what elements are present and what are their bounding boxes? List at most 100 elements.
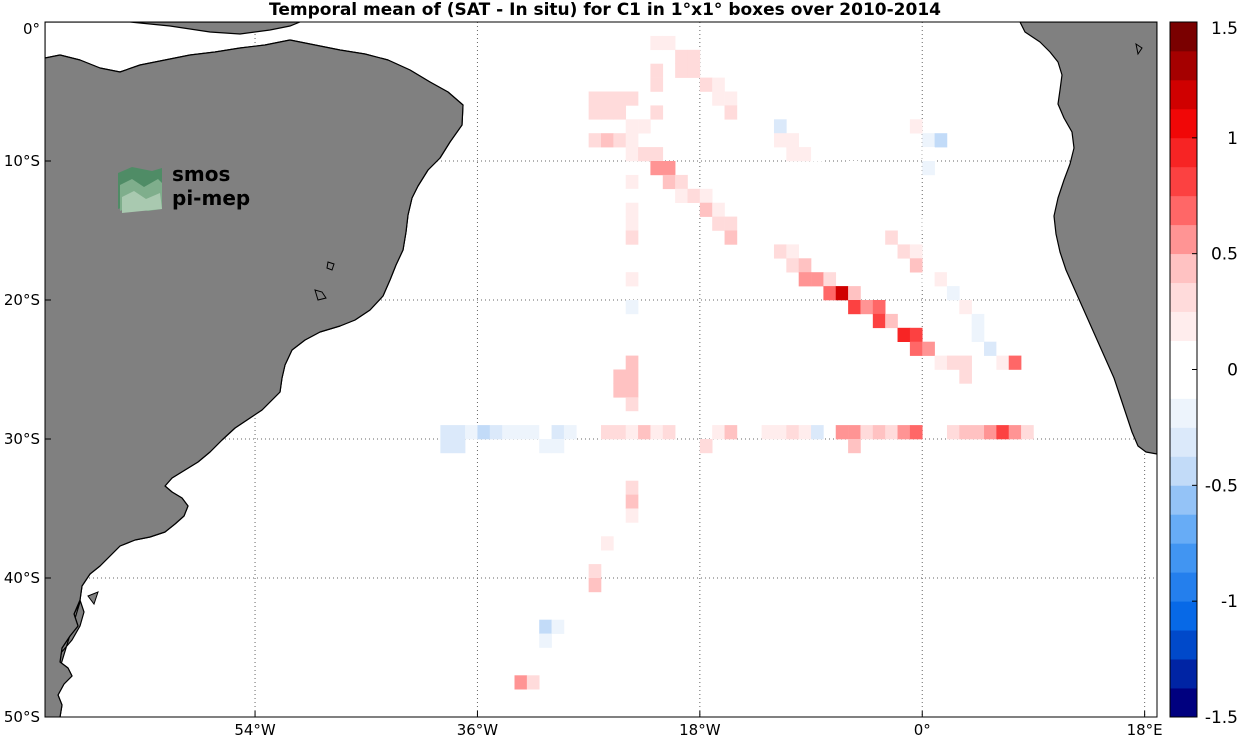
data-cell: [625, 216, 639, 231]
colorbar-segment: [1170, 688, 1197, 718]
data-cell: [687, 49, 701, 64]
data-cells: [440, 35, 1034, 690]
colorbar-segment: [1170, 543, 1197, 573]
data-cell: [625, 411, 639, 426]
data-cell: [724, 216, 738, 231]
data-cell: [514, 425, 528, 440]
data-cell: [650, 63, 664, 78]
data-cell: [638, 425, 651, 440]
data-cell: [1008, 355, 1022, 370]
data-cell: [848, 161, 861, 176]
map-frame: [44, 21, 1158, 718]
data-cell: [601, 91, 614, 106]
colorbar-segment: [1170, 572, 1197, 602]
data-cell: [909, 244, 923, 259]
data-cell: [922, 147, 935, 162]
data-cell: [613, 425, 627, 440]
data-cell: [786, 147, 799, 162]
data-cell: [601, 105, 614, 120]
data-cell: [848, 439, 861, 454]
data-cell: [885, 425, 898, 440]
colorbar-segment: [1170, 456, 1197, 486]
data-cell: [625, 147, 639, 162]
data-cell: [650, 35, 664, 51]
data-cell: [959, 300, 972, 315]
data-cell: [625, 202, 639, 217]
data-cell: [613, 369, 627, 384]
data-cell: [440, 439, 454, 454]
data-cell: [613, 105, 627, 120]
data-cell: [922, 341, 935, 356]
data-cell: [761, 425, 775, 440]
data-cell: [712, 202, 725, 217]
data-cell: [811, 425, 824, 440]
colorbar-tick-label: 1: [1227, 129, 1238, 149]
data-cell: [724, 105, 738, 120]
data-cell: [1021, 425, 1034, 440]
colorbar: 1.5 1 0.5 0 -0.5 -1 -1.5: [1169, 19, 1238, 728]
data-cell: [811, 272, 824, 287]
data-cell: [625, 91, 639, 106]
data-cell: [712, 216, 725, 231]
land-south-america-fill: [45, 40, 463, 717]
data-cell: [1008, 425, 1022, 440]
data-cell: [601, 536, 614, 551]
data-cell: [811, 147, 824, 162]
logo-text-pi-mep: pi-mep: [172, 186, 250, 210]
data-cell: [625, 425, 639, 440]
smos-pi-mep-logo: smos pi-mep: [118, 162, 250, 213]
data-cell: [465, 425, 478, 440]
lon-tick-label: 54°W: [234, 721, 276, 738]
lon-tick-label: 18°E: [1127, 721, 1163, 738]
data-cell: [823, 286, 837, 301]
data-cell: [946, 286, 960, 301]
data-cell: [551, 439, 565, 454]
data-cell: [984, 341, 997, 356]
data-cell: [539, 619, 552, 634]
data-cell: [724, 425, 738, 440]
data-cell: [625, 272, 639, 287]
data-cell: [489, 425, 503, 440]
data-cell: [662, 425, 676, 440]
data-cell: [724, 230, 738, 245]
data-cell: [539, 439, 552, 454]
data-cell: [588, 133, 602, 148]
data-cell: [959, 355, 972, 370]
data-cell: [687, 63, 701, 78]
data-cell: [848, 286, 861, 301]
small-islands: [87, 42, 1143, 606]
data-cell: [872, 300, 886, 315]
data-cell: [835, 425, 849, 440]
colorbar-segment: [1170, 50, 1197, 81]
colorbar-segment: [1170, 137, 1197, 168]
data-cell: [823, 272, 837, 287]
data-cell: [588, 564, 602, 579]
data-cell: [662, 35, 676, 51]
data-cell: [798, 425, 812, 440]
data-cell: [563, 425, 577, 440]
data-cell: [699, 77, 713, 92]
data-cell: [539, 633, 552, 648]
data-cell: [885, 313, 898, 329]
data-cell: [539, 425, 552, 440]
colorbar-segment: [1170, 427, 1197, 457]
data-cell: [934, 133, 948, 148]
axis-tick-labels: 54°W 36°W 18°W 0° 18°E 0° 10°S 20°S 30°S 40°S 50°S: [4, 20, 1163, 738]
data-cell: [638, 119, 651, 134]
data-cell: [687, 188, 701, 203]
lat-tick-label: 0°: [23, 20, 40, 38]
colorbar-tick-label: 0.5: [1211, 245, 1238, 265]
data-cell: [773, 425, 787, 440]
colorbar-segment: [1170, 224, 1197, 255]
colorbar-segment: [1170, 398, 1197, 428]
data-cell: [798, 272, 812, 287]
data-cell: [440, 425, 454, 440]
colorbar-tick-label: -1.5: [1205, 708, 1238, 728]
data-cell: [588, 578, 602, 593]
data-cell: [872, 313, 886, 329]
data-cell: [860, 425, 874, 440]
colorbar-segment: [1170, 253, 1197, 284]
data-cell: [922, 161, 935, 176]
data-cell: [946, 258, 960, 273]
